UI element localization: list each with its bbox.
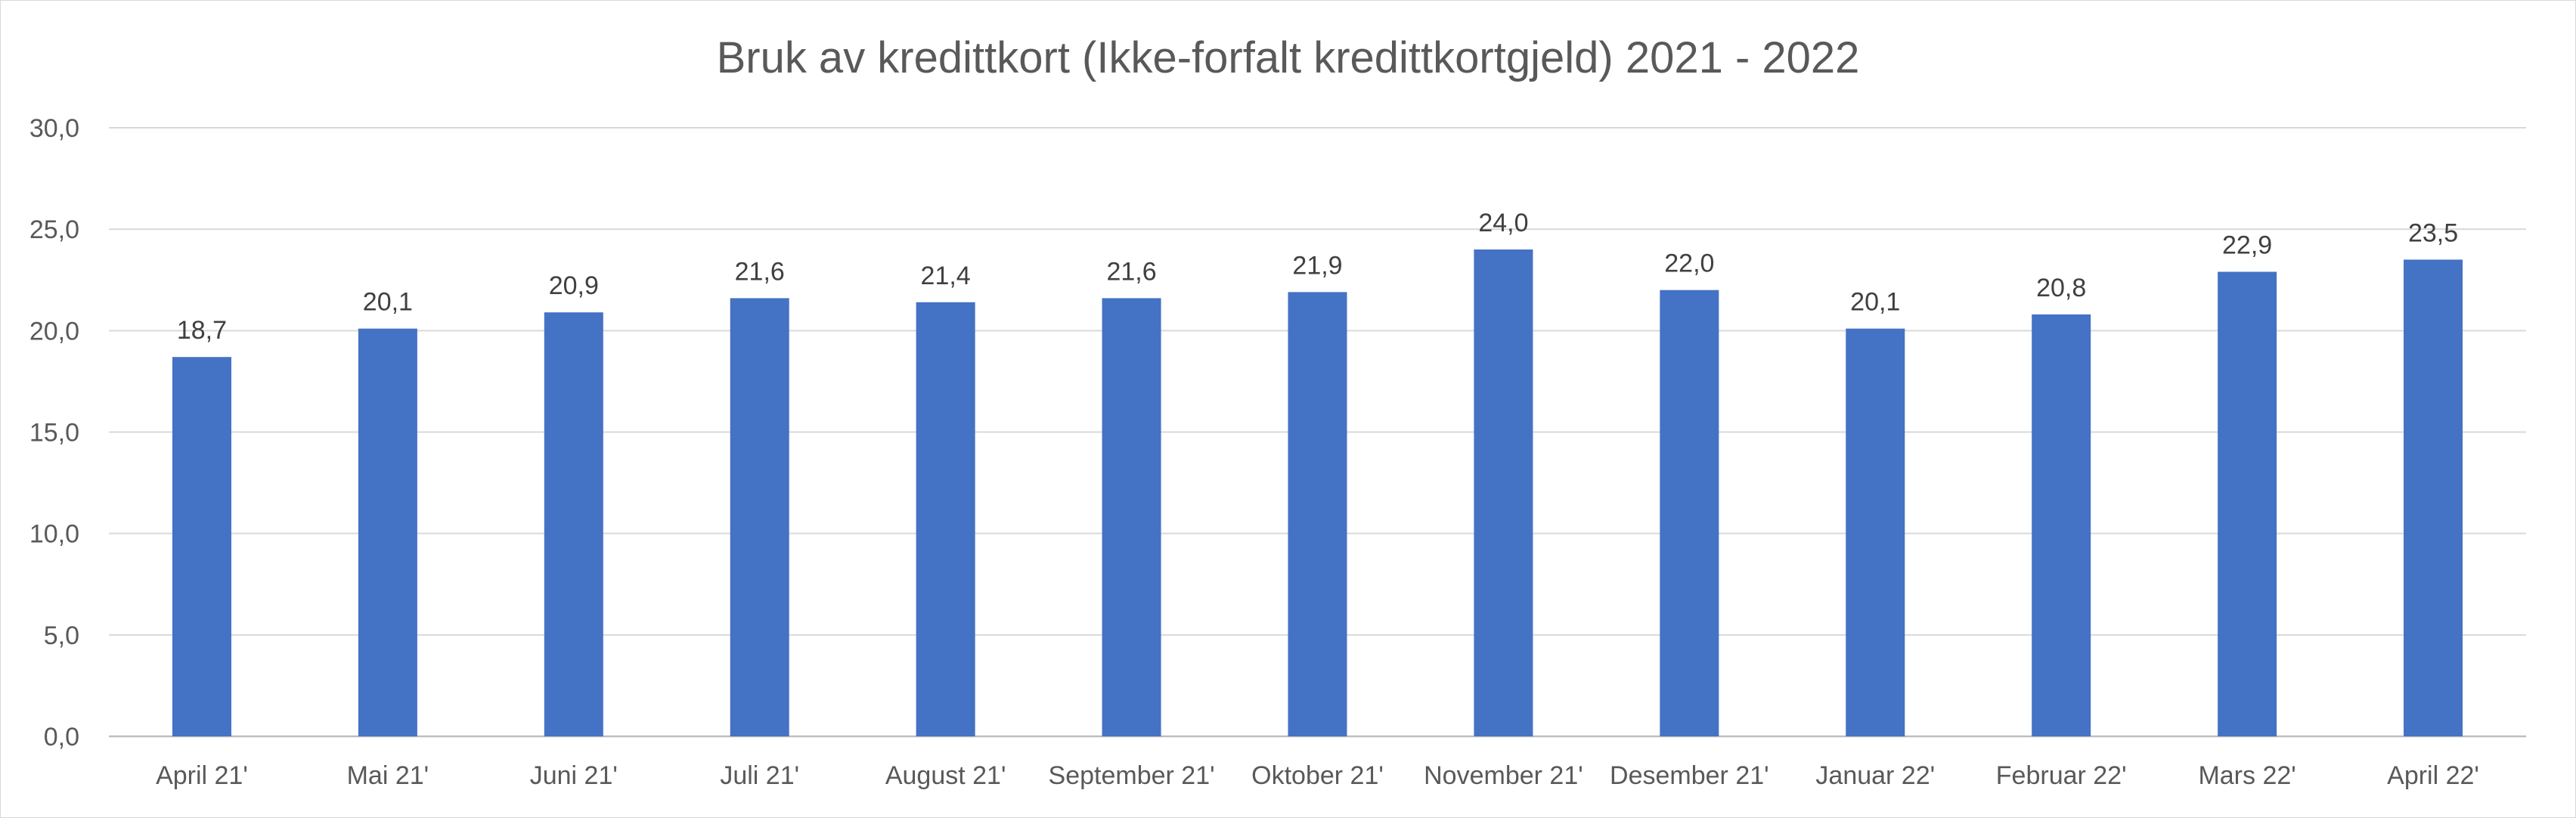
x-tick-label: September 21': [1049, 761, 1215, 790]
data-label: 21,9: [1292, 251, 1342, 280]
data-label: 24,0: [1478, 209, 1528, 237]
x-tick-label: August 21': [885, 761, 1006, 790]
y-tick-label: 10,0: [29, 520, 79, 549]
y-tick-label: 0,0: [44, 723, 79, 751]
y-tick-label: 5,0: [44, 621, 79, 650]
bar: [916, 302, 975, 736]
bar: [2404, 259, 2463, 737]
data-label: 21,6: [1106, 257, 1156, 286]
bar: [1102, 298, 1161, 736]
data-label: 23,5: [2408, 218, 2458, 247]
y-tick-label: 25,0: [29, 215, 79, 244]
x-tick-label: Mai 21': [347, 761, 429, 790]
data-label: 20,8: [2036, 274, 2086, 302]
bar: [1288, 292, 1347, 737]
data-label: 18,7: [177, 316, 227, 345]
data-label: 22,0: [1664, 249, 1714, 278]
bar: [1846, 328, 1905, 736]
bar: [544, 312, 603, 736]
y-tick-label: 15,0: [29, 419, 79, 448]
y-tick-label: 20,0: [29, 317, 79, 345]
y-tick-label: 30,0: [29, 114, 79, 143]
x-tick-label: November 21': [1424, 761, 1583, 790]
data-label: 21,4: [921, 262, 971, 290]
x-tick-label: Juli 21': [720, 761, 799, 790]
bar: [172, 357, 231, 736]
x-tick-label: Februar 22': [1996, 761, 2127, 790]
data-label: 20,1: [363, 288, 413, 317]
bar: [1660, 290, 1719, 737]
chart-title: Bruk av kredittkort (Ikke-forfalt kredit…: [716, 33, 1860, 82]
bar: [2218, 271, 2277, 736]
x-tick-label: Oktober 21': [1251, 761, 1384, 790]
data-label: 20,9: [549, 271, 599, 300]
bar: [730, 298, 789, 736]
bar: [358, 328, 417, 736]
x-tick-label: April 21': [156, 761, 248, 790]
data-label: 22,9: [2222, 231, 2272, 260]
bar: [1474, 249, 1533, 736]
x-tick-label: Juni 21': [530, 761, 618, 790]
data-label: 20,1: [1850, 288, 1900, 317]
data-label: 21,6: [735, 257, 785, 286]
bar: [2032, 314, 2091, 736]
x-tick-label: April 22': [2387, 761, 2479, 790]
x-tick-label: Desember 21': [1610, 761, 1769, 790]
x-tick-label: Mars 22': [2198, 761, 2295, 790]
x-tick-label: Januar 22': [1815, 761, 1935, 790]
